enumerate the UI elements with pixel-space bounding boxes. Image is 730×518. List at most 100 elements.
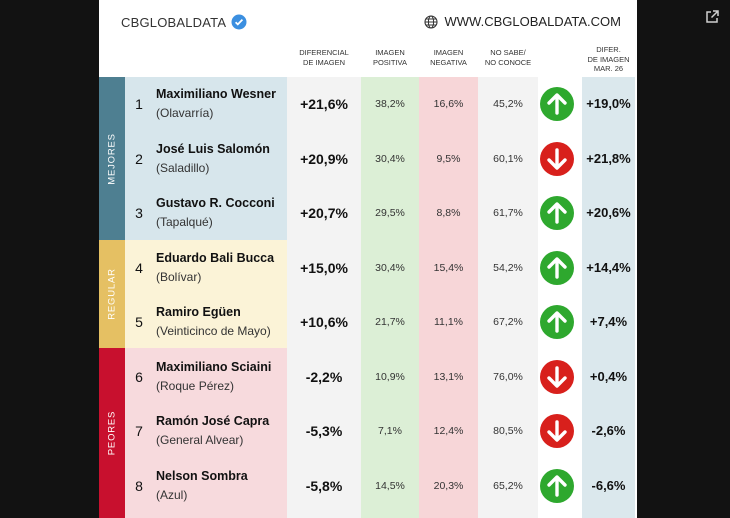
diff-column-bg	[287, 77, 361, 518]
previous-differential: +19,0%	[586, 96, 631, 111]
group-regular: REGULAR	[99, 240, 125, 348]
negative-image: 8,8%	[436, 207, 461, 219]
header-diferencial: DIFERENCIAL DE IMAGEN	[299, 48, 349, 67]
candidate-place: (Olavarría)	[156, 106, 214, 120]
negative-image: 16,6%	[433, 98, 464, 110]
candidate-place: (Saladillo)	[156, 160, 210, 175]
table-row: 5 Ramiro Egüen (Veinticinco de Mayo) +10,6%…	[125, 295, 637, 349]
rank-number: 7	[135, 423, 143, 439]
globe-icon	[423, 14, 438, 29]
website-link[interactable]: WWW.CBGLOBALDATA.COM	[423, 14, 621, 29]
positive-image: 29,5%	[375, 207, 405, 219]
table-row: 7 Ramón José Capra (General Alvear) -5,3% 7,…	[125, 404, 637, 458]
table-row: 4 Eduardo Bali Bucca (Bolívar) +15,0% 30,4% 1…	[125, 241, 637, 295]
arrow-down-icon	[540, 141, 574, 176]
no-sabe-value: 65,2%	[493, 479, 523, 492]
candidate-name: Gustavo R. Cocconi	[156, 196, 275, 210]
rank-number: 6	[135, 368, 143, 385]
prev-column-bg	[582, 77, 635, 518]
ranking-card: CBGLOBALDATA WWW.CBGLOBALDATA.COM DIFERE…	[99, 0, 637, 518]
previous-differential: +20,6%	[586, 205, 631, 220]
no-sabe-value: 67,2%	[493, 316, 523, 328]
top-group-bg	[125, 77, 287, 240]
rank-number: 5	[135, 314, 143, 330]
brand-name: CBGLOBALDATA	[121, 14, 227, 30]
positive-image: 30,4%	[375, 152, 405, 165]
candidate-place: (Veinticinco de Mayo)	[156, 324, 271, 338]
candidate-name: Maximiliano Sciaini	[156, 359, 272, 374]
image-differential: -5,3%	[305, 423, 343, 439]
header-no-sabe: NO SABE/NO CONOCE	[484, 48, 532, 67]
negative-column-bg	[419, 77, 478, 518]
previous-differential: +7,4%	[589, 314, 628, 329]
arrow-up-icon	[540, 196, 574, 230]
negative-image: 13,1%	[433, 370, 464, 383]
website-text: WWW.CBGLOBALDATA.COM	[444, 14, 621, 29]
bottom-group-bg	[125, 348, 287, 518]
previous-differential: +21,8%	[586, 150, 631, 166]
image-differential: +20,9%	[300, 150, 348, 167]
candidate-place: (Roque Pérez)	[156, 378, 235, 393]
open-external-icon[interactable]	[704, 9, 720, 25]
no-sabe-value: 80,5%	[493, 425, 523, 437]
negative-image: 11,1%	[434, 316, 463, 328]
arrow-up-icon	[540, 87, 574, 121]
table-row: 8 Nelson Sombra (Azul) -5,8% 14,5% 20,3% 65,2%…	[125, 459, 637, 513]
rank-number: 1	[135, 96, 143, 112]
arrow-down-icon	[540, 414, 574, 448]
candidate-name: Ramiro Egüen	[156, 305, 241, 319]
positive-image: 30,4%	[375, 261, 405, 274]
rank-number: 8	[135, 477, 143, 494]
previous-differential: -2,6%	[591, 423, 626, 438]
negative-image: 15,4%	[433, 261, 464, 274]
arrow-up-icon	[540, 305, 574, 339]
candidate-name: Ramón José Capra	[156, 414, 270, 428]
positive-image: 7,1%	[378, 425, 402, 437]
image-differential: -5,8%	[305, 477, 343, 494]
candidate-name: Maximiliano Wesner	[156, 87, 276, 101]
image-differential: +15,0%	[300, 259, 348, 276]
previous-differential: +14,4%	[586, 259, 631, 275]
positive-image: 10,9%	[375, 370, 405, 383]
arrow-up-icon	[540, 250, 574, 285]
arrow-up-icon	[540, 468, 574, 503]
negative-image: 20,3%	[433, 479, 464, 492]
positive-image: 14,5%	[375, 479, 405, 492]
header-difer-mar26: DIFER. DE IMAGEN MAR. 26	[587, 45, 630, 73]
candidate-place: (General Alvear)	[156, 433, 244, 447]
candidate-name: José Luis Salomón	[156, 141, 270, 156]
no-sabe-value: 76,0%	[493, 370, 523, 383]
table-row: 3 Gustavo R. Cocconi (Tapalqué) +20,7% 29,5%…	[125, 186, 637, 240]
table-row: 6 Maximiliano Sciaini (Roque Pérez) -2,2% 10…	[125, 350, 637, 404]
brand-logo: CBGLOBALDATA	[121, 14, 247, 30]
candidate-place: (Azul)	[156, 487, 188, 502]
no-sabe-value: 60,1%	[493, 152, 523, 165]
previous-differential: +0,4%	[589, 368, 628, 384]
nosabe-column-bg	[478, 77, 538, 518]
table-row: 1 Maximiliano Wesner (Olavarría) +21,6% 38,2…	[125, 77, 637, 131]
group-mejores: MEJORES	[99, 77, 125, 240]
candidate-name: Nelson Sombra	[156, 468, 248, 483]
verified-badge-icon	[231, 14, 247, 30]
positive-image: 38,2%	[375, 98, 405, 110]
mid-group-bg	[125, 240, 287, 348]
no-sabe-value: 54,2%	[493, 261, 523, 274]
image-differential: -2,2%	[305, 368, 343, 385]
image-differential: +10,6%	[300, 314, 348, 330]
table-row: 2 José Luis Salomón (Saladillo) +20,9% 30,4%…	[125, 132, 637, 186]
negative-image: 12,4%	[433, 425, 464, 437]
positive-image: 21,7%	[375, 316, 405, 328]
group-peores: PEORES	[99, 348, 125, 518]
arrow-down-icon	[540, 359, 574, 394]
candidate-place: (Tapalqué)	[156, 215, 213, 229]
header-imagen-positiva: IMAGEN POSITIVA	[372, 48, 408, 67]
no-sabe-value: 61,7%	[493, 207, 523, 219]
no-sabe-value: 45,2%	[493, 98, 523, 110]
previous-differential: -6,6%	[591, 477, 626, 493]
image-differential: +20,7%	[300, 205, 348, 221]
header-imagen-negativa: IMAGEN NEGATIVA	[430, 48, 467, 67]
rank-number: 4	[135, 259, 143, 276]
image-differential: +21,6%	[300, 96, 348, 112]
candidate-place: (Bolívar)	[156, 269, 202, 284]
rank-number: 3	[135, 205, 143, 221]
